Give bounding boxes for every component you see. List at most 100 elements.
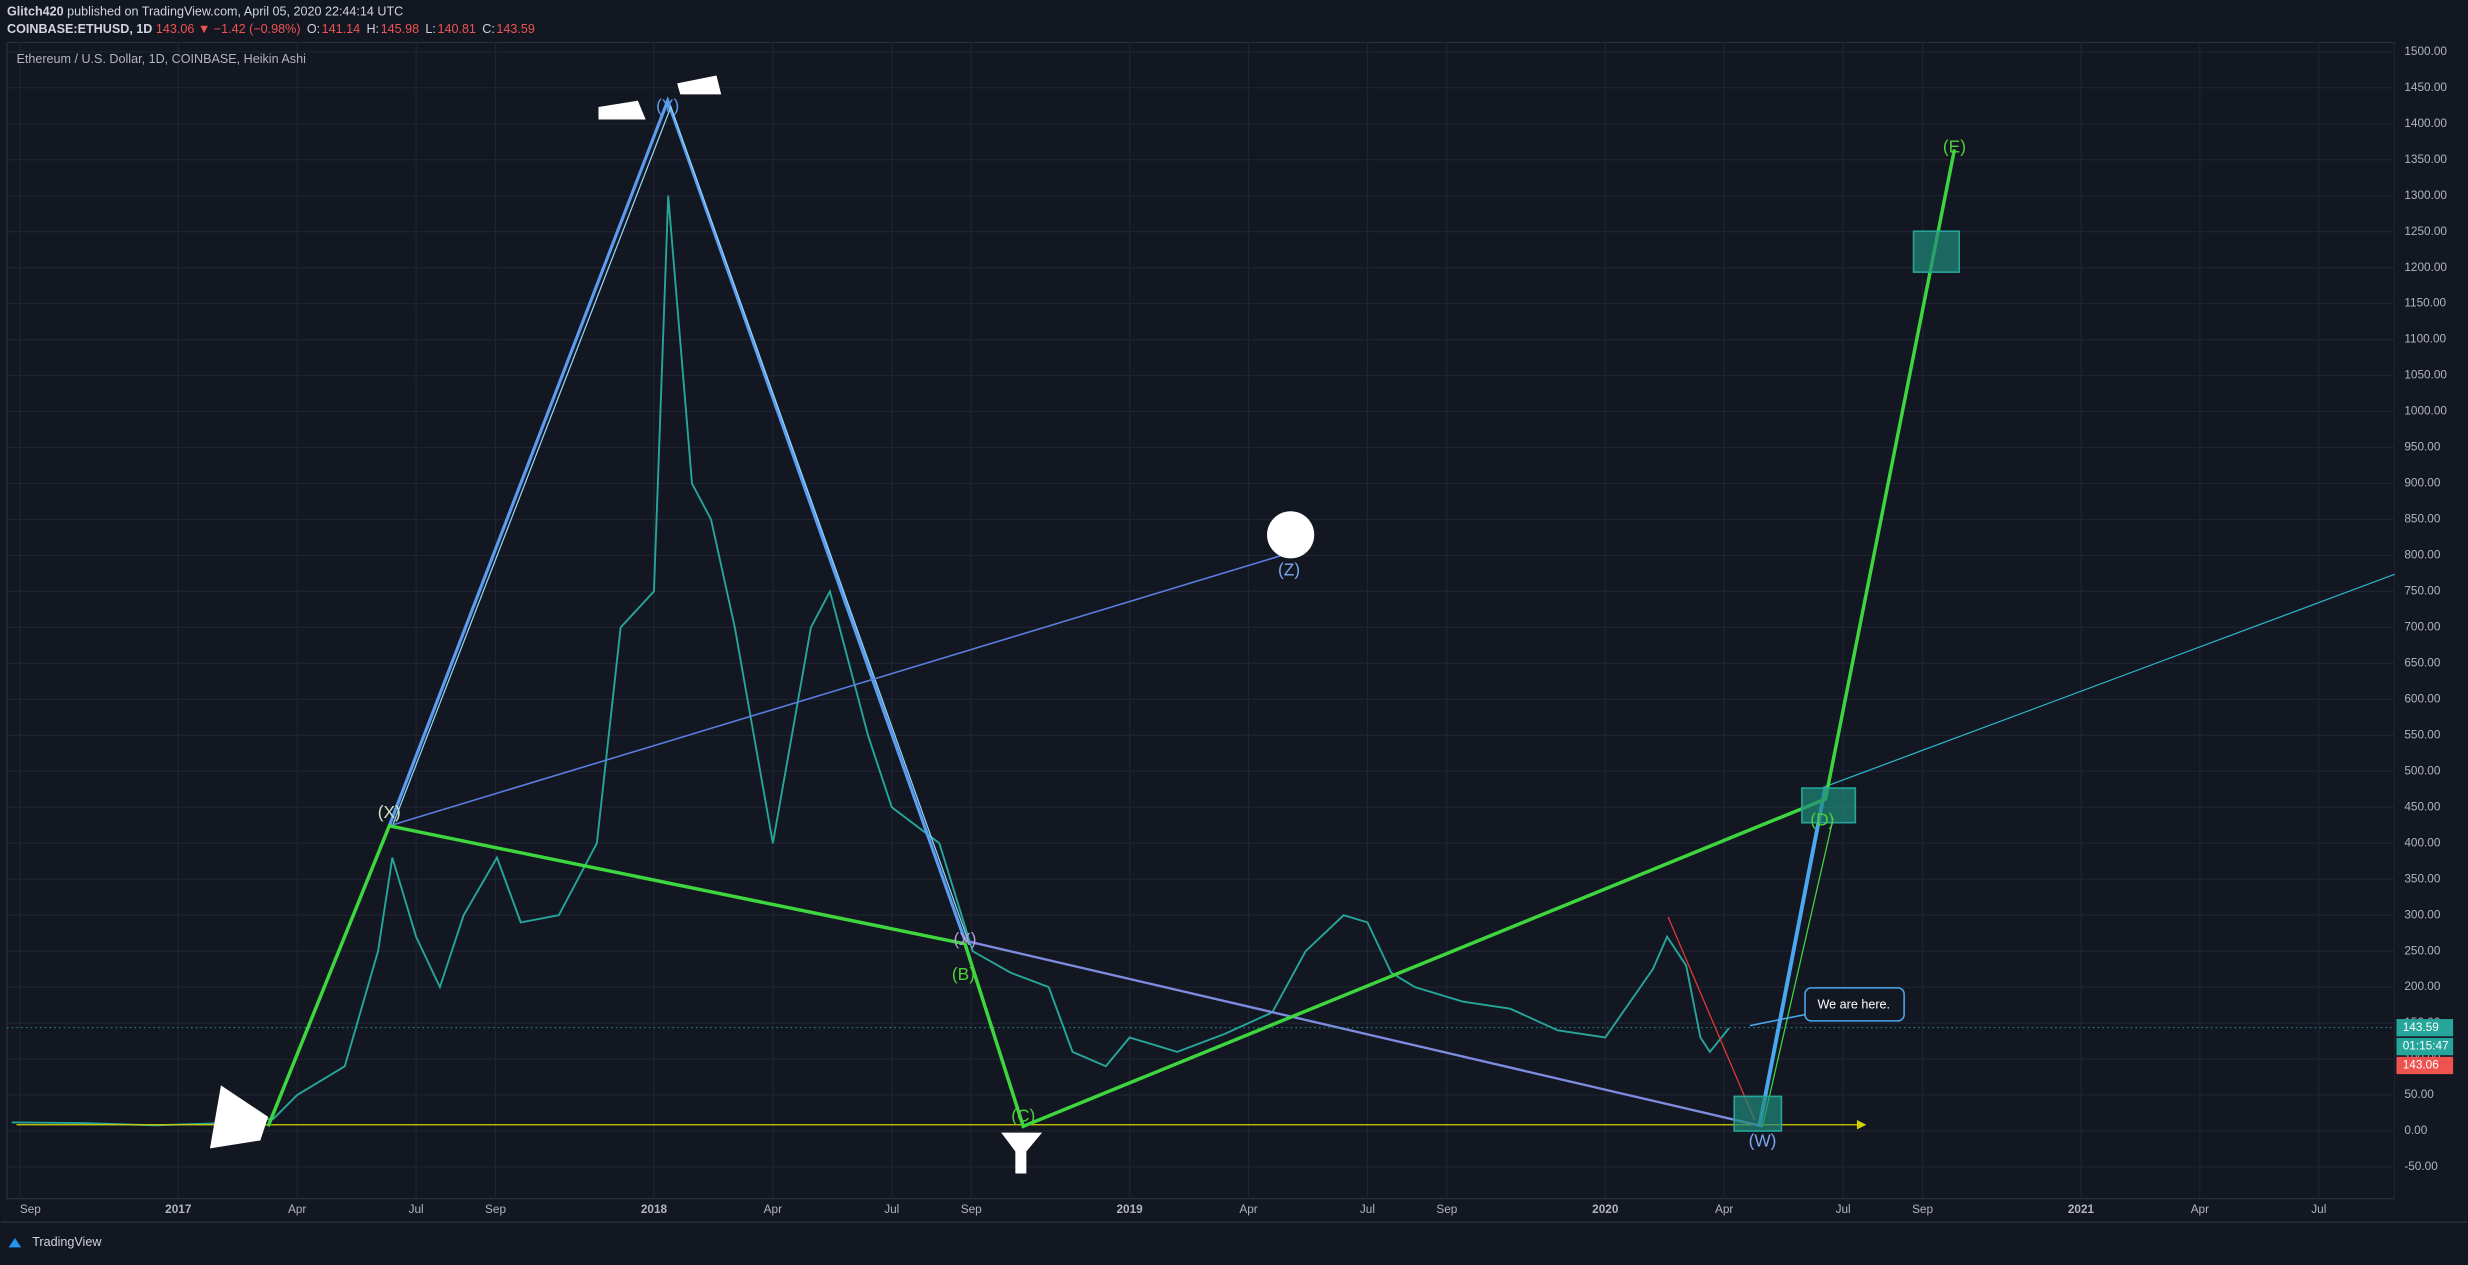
trend-line [1667,916,1756,1121]
y-tick-label: -50.00 [2404,1160,2438,1173]
y-tick-label: 900.00 [2404,477,2440,490]
grid [7,42,2395,1199]
ohlc-label: L: [425,22,436,36]
y-tick-label: 1200.00 [2404,261,2447,274]
y-tick-label: 800.00 [2404,549,2440,562]
ohlc-label: C: [482,22,495,36]
x-tick-label: 2021 [2068,1203,2095,1216]
callout-line [1749,1013,1806,1027]
x-tick-label: Apr [288,1203,306,1216]
y-tick-label: 550.00 [2404,728,2440,741]
x-tick-label: Apr [1715,1203,1733,1216]
target-box [1733,1095,1783,1132]
x-tick-label: Sep [961,1203,982,1216]
ohlc-value: 141.14 [322,22,360,36]
price-marker-label: 143.06 [2403,1059,2439,1072]
published: published on TradingView.com, April 05, … [64,5,404,19]
arrow-marker [209,1085,269,1149]
x-tick-label: Apr [2191,1203,2209,1216]
x-tick-label: Sep [485,1203,506,1216]
x-tick-label: 2018 [641,1203,668,1216]
y-tick-label: 950.00 [2404,441,2440,454]
x-tick-label: Jul [1836,1203,1851,1216]
price-marker-box [2396,1056,2454,1075]
chart-title: Ethereum / U.S. Dollar, 1D, COINBASE, He… [16,52,305,66]
wave-line [391,105,969,941]
arrow-marker [1001,1132,1043,1174]
wave-label: (W) [1749,1131,1777,1151]
marker-circle [1267,511,1315,559]
x-tick-label: Jul [2311,1203,2326,1216]
x-tick-label: Apr [764,1203,782,1216]
x-tick-label: Sep [20,1203,41,1216]
callout-box [1804,987,1905,1022]
header-line-2: COINBASE:ETHUSD, 1D 143.06 ▼ −1.42 (−0.9… [7,22,535,36]
wave-label: (Z) [1278,560,1300,580]
y-tick-label: 1400.00 [2404,117,2447,130]
header-line-1: Glitch420 published on TradingView.com, … [7,5,403,19]
arrow-marker [598,100,646,120]
x-tick-label: Jul [1360,1203,1375,1216]
trend-line [1825,573,2396,788]
y-tick-label: 1100.00 [2404,333,2446,346]
y-tick-label: 1450.00 [2404,81,2447,94]
wave-label: (B) [952,964,975,984]
x-tick-label: Sep [1912,1203,1933,1216]
drawings [16,75,2396,1174]
y-tick-label: 200.00 [2404,980,2440,993]
y-tick-label: 600.00 [2404,692,2440,705]
y-tick-label: 1250.00 [2404,225,2447,238]
ohlc-value: 145.98 [381,22,419,36]
footer-brand: TradingView [32,1235,102,1249]
price-marker-label: 143.59 [2403,1021,2439,1034]
wave-label: (D) [1810,810,1834,830]
y-tick-label: 700.00 [2404,621,2440,634]
x-tick-label: Sep [1436,1203,1457,1216]
author: Glitch420 [7,5,64,19]
ohlc-label: H: [366,22,379,36]
countdown-label: 01:15:47 [2403,1040,2449,1053]
x-tick-label: Jul [409,1203,424,1216]
price-marker-box [2396,1019,2454,1037]
wave-label: (E) [1943,136,1966,156]
y-tick-label: 850.00 [2404,513,2440,526]
plot-area [6,41,2396,1200]
ohlc-label: O: [307,22,320,36]
change: 143.06 ▼ −1.42 (−0.98%) [156,22,301,36]
arrow-marker [677,75,722,95]
arrow-head [1856,1120,1867,1130]
wave-label: (C) [1011,1105,1035,1125]
y-tick-label: 650.00 [2404,656,2440,669]
wave-line [964,939,1763,1128]
y-tick-label: 300.00 [2404,908,2440,921]
ohlc-value: 143.59 [496,22,534,36]
y-tick-label: 1300.00 [2404,189,2447,202]
y-tick-label: 1150.00 [2404,297,2446,310]
wave-line [266,149,1957,1129]
y-tick-label: 50.00 [2404,1088,2434,1101]
symbol: COINBASE:ETHUSD, 1D [7,22,152,36]
x-tick-label: 2019 [1117,1203,1144,1216]
wave-label: (X) [953,929,976,949]
y-tick-label: 750.00 [2404,585,2440,598]
y-tick-label: 250.00 [2404,944,2440,957]
x-tick-label: 2017 [165,1203,192,1216]
projection-line [1761,817,1834,1127]
y-tick-label: 1000.00 [2404,405,2447,418]
y-tick-label: 1350.00 [2404,153,2447,166]
callout-text: We are here. [1818,997,1890,1011]
annotation-layer: (X) (Y) (B) (C) (X) (Z) (D) (E) (W) [378,96,1966,1151]
wave-line [1757,786,1828,1127]
y-tick-label: 450.00 [2404,800,2440,813]
y-tick-label: 1500.00 [2404,45,2447,58]
wave-line [387,96,967,942]
y-tick-label: 500.00 [2404,764,2440,777]
trend-line [389,552,1288,827]
y-tick-label: 350.00 [2404,872,2440,885]
target-box [1912,230,1960,273]
y-tick-label: 400.00 [2404,836,2440,849]
ohlc-value: 140.81 [437,22,475,36]
series-layer [11,195,1730,1127]
